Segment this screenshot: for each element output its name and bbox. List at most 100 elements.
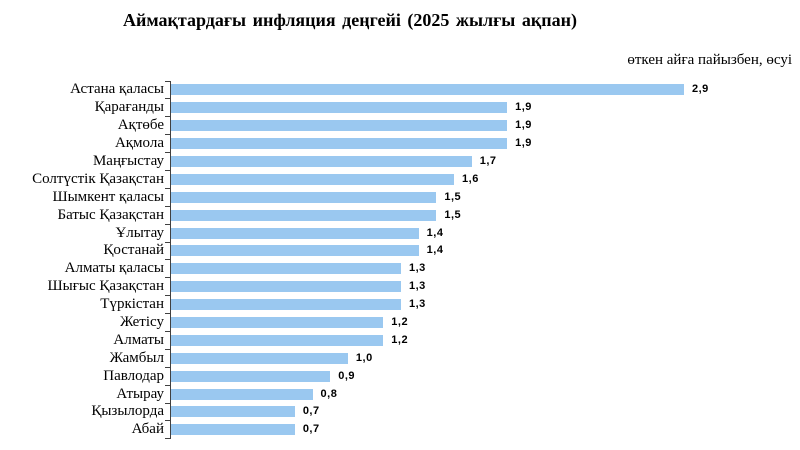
chart-row: Қостанай 1,4 — [0, 242, 799, 261]
chart-row: Ақтөбе 1,9 — [0, 116, 799, 136]
chart-row: Маңғыстау 1,7 — [0, 152, 799, 171]
chart-row: Шығыс Қазақстан 1,3 — [0, 277, 799, 297]
category-label: Түркістан — [100, 296, 164, 313]
chart-row: Қызылорда 0,7 — [0, 403, 799, 422]
chart-row: Павлодар 0,9 — [0, 367, 799, 386]
value-label: 1,0 — [355, 351, 373, 364]
value-label: 1,2 — [391, 316, 409, 329]
chart-row: Батыс Қазақстан 1,5 — [0, 206, 799, 225]
bar-track: 1,5 — [165, 206, 799, 225]
chart-title: Аймақтардағы инфляция деңгейі (2025 жылғ… — [123, 10, 577, 30]
category-label: Алматы қаласы — [64, 260, 164, 277]
bar-track: 1,4 — [165, 224, 799, 243]
value-label: 1,3 — [408, 280, 426, 293]
bar — [171, 299, 401, 311]
chart-row: Түркістан 1,3 — [0, 295, 799, 314]
category-label: Жамбыл — [109, 349, 164, 366]
value-label: 1,4 — [426, 244, 444, 257]
bar — [171, 352, 348, 364]
bar — [171, 317, 384, 329]
value-label: 1,9 — [515, 119, 532, 132]
value-label: 0,9 — [338, 369, 355, 382]
value-label: 1,7 — [479, 155, 497, 167]
bar-track: 1,0 — [165, 349, 799, 368]
bar-chart: Астана қаласы 2,9 Қарағанды 1,9 Ақтөбе 1,9 Ақм… — [0, 80, 799, 440]
category-label: Абай — [131, 421, 164, 438]
category-label: Қостанай — [103, 242, 164, 259]
chart-subtitle: өткен айға пайызбен, өсуі — [627, 52, 792, 68]
bar — [171, 120, 508, 132]
category-label: Жетісу — [119, 314, 164, 331]
bar — [171, 227, 419, 239]
bar — [171, 334, 384, 346]
bar-track: 1,9 — [165, 134, 799, 153]
bar — [171, 406, 295, 418]
chart-row: Алматы 1,2 — [0, 331, 799, 350]
chart-row: Алматы қаласы 1,3 — [0, 259, 799, 279]
bar — [171, 388, 313, 400]
value-label: 1,9 — [515, 137, 532, 150]
category-label: Батыс Қазақстан — [57, 206, 164, 223]
value-label: 0,8 — [320, 387, 338, 400]
bar-track: 1,6 — [165, 170, 799, 189]
bar-track: 1,3 — [165, 259, 799, 279]
value-label: 1,9 — [515, 101, 532, 114]
bar — [171, 424, 295, 436]
bar — [171, 245, 419, 257]
bar-track: 2,9 — [165, 80, 799, 100]
category-label: Атырау — [116, 385, 164, 402]
value-label: 1,2 — [391, 333, 409, 346]
bar-track: 0,7 — [165, 420, 799, 440]
bar — [171, 102, 508, 114]
bar — [171, 156, 472, 167]
category-label: Қарағанды — [94, 99, 164, 116]
category-label: Астана қаласы — [70, 81, 164, 98]
value-label: 0,7 — [302, 405, 320, 418]
bar-track: 0,8 — [165, 385, 799, 404]
bar-track: 0,9 — [165, 367, 799, 386]
category-label: Ұлытау — [115, 224, 164, 241]
chart-row: Ақмола 1,9 — [0, 134, 799, 153]
category-label: Ақтөбе — [117, 117, 164, 134]
value-label: 2,9 — [692, 83, 709, 96]
bar — [171, 191, 437, 203]
bar-track: 1,5 — [165, 188, 799, 207]
category-label: Шымкент қаласы — [52, 188, 164, 205]
chart-row: Жетісу 1,2 — [0, 313, 799, 332]
value-label: 1,3 — [408, 262, 426, 275]
value-label: 0,7 — [302, 423, 320, 436]
value-label: 1,3 — [408, 298, 426, 311]
bar-track: 1,4 — [165, 242, 799, 261]
bar-track: 1,9 — [165, 116, 799, 136]
bar — [171, 173, 455, 185]
bar-track: 1,7 — [165, 152, 799, 171]
bar — [171, 84, 684, 96]
bar-track: 1,9 — [165, 98, 799, 118]
category-label: Шығыс Қазақстан — [47, 278, 164, 295]
category-label: Алматы — [113, 331, 164, 348]
bar — [171, 281, 401, 293]
bar — [171, 138, 508, 150]
bar-track: 1,3 — [165, 295, 799, 314]
bar-track: 1,2 — [165, 313, 799, 332]
category-label: Маңғыстау — [92, 153, 164, 169]
value-label: 1,5 — [444, 208, 462, 221]
chart-row: Абай 0,7 — [0, 420, 799, 440]
chart-row: Қарағанды 1,9 — [0, 98, 799, 118]
category-label: Қызылорда — [91, 403, 164, 420]
category-label: Солтүстік Қазақстан — [32, 170, 164, 187]
value-label: 1,5 — [444, 190, 462, 203]
chart-row: Атырау 0,8 — [0, 385, 799, 404]
bar — [171, 370, 331, 382]
category-label: Павлодар — [103, 367, 164, 384]
chart-row: Солтүстік Қазақстан 1,6 — [0, 170, 799, 189]
chart-row: Астана қаласы 2,9 — [0, 80, 799, 100]
chart-row: Шымкент қаласы 1,5 — [0, 188, 799, 207]
bar — [171, 263, 401, 275]
chart-row: Ұлытау 1,4 — [0, 224, 799, 243]
bar-track: 1,3 — [165, 277, 799, 297]
bar — [171, 209, 437, 221]
bar-track: 1,2 — [165, 331, 799, 350]
chart-row: Жамбыл 1,0 — [0, 349, 799, 368]
